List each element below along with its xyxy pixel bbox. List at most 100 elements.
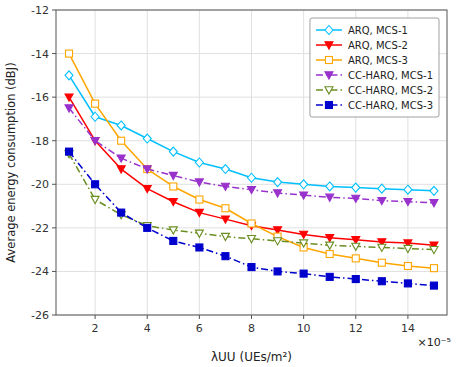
legend-label: CC-HARQ, MCS-3 [348, 100, 433, 111]
grid-line-x [95, 10, 96, 315]
x-axis-label: λUU (UEs/m²) [211, 350, 292, 364]
point [430, 246, 438, 253]
point [404, 185, 412, 194]
series-line [69, 54, 434, 269]
tick-label-y: -16 [31, 91, 49, 104]
plot-frame [56, 10, 447, 315]
tick-x [147, 315, 148, 319]
tick-x [199, 315, 200, 319]
point [195, 230, 203, 237]
legend-label: CC-HARQ, MCS-1 [348, 70, 433, 81]
data [65, 50, 438, 289]
tick-label-x: 4 [144, 322, 151, 335]
point [352, 195, 360, 202]
axes: -26-24-22-20-18-16-14-122468101214 [31, 4, 415, 335]
point [66, 148, 73, 155]
point [430, 282, 437, 289]
point [169, 199, 177, 206]
tick-y [52, 97, 56, 98]
point [378, 184, 386, 193]
point [222, 253, 229, 260]
point [196, 244, 203, 251]
grid-line-x [303, 10, 304, 315]
tick-x [407, 315, 408, 319]
point [143, 134, 151, 143]
series-line [69, 75, 434, 190]
legend-marker [325, 57, 332, 64]
point [378, 259, 385, 266]
point [326, 273, 333, 280]
series [65, 151, 438, 254]
point [248, 264, 255, 271]
legend-label: ARQ, MCS-3 [348, 55, 408, 66]
point [92, 181, 99, 188]
point [221, 183, 229, 190]
point [143, 166, 151, 173]
point [404, 245, 412, 252]
point [170, 237, 177, 244]
legend-label: ARQ, MCS-2 [348, 40, 408, 51]
point [169, 147, 177, 156]
tick-label-x: 2 [92, 322, 99, 335]
tick-x [251, 315, 252, 319]
point [195, 158, 203, 167]
tick-label-y: -18 [31, 135, 49, 148]
point [92, 100, 99, 107]
point [430, 186, 438, 195]
series [66, 148, 438, 289]
point [222, 205, 229, 212]
tick-label-y: -12 [31, 4, 49, 17]
tick-label-x: 6 [196, 322, 203, 335]
series-line [69, 154, 434, 250]
point [274, 178, 282, 187]
point [352, 255, 359, 262]
point [352, 276, 359, 283]
tick-label-x: 12 [349, 322, 363, 335]
point [91, 112, 99, 121]
series-line [69, 97, 434, 245]
grid-line-x [147, 10, 148, 315]
annotation: ×10⁻⁵ [418, 336, 451, 349]
tick-y [52, 227, 56, 228]
y-axis-label: Average energy consumption (dBJ) [4, 62, 18, 262]
point [404, 262, 411, 269]
point [91, 138, 99, 145]
point [274, 190, 282, 197]
point [221, 165, 229, 174]
legend-marker [325, 72, 333, 79]
series-line [69, 152, 434, 286]
point [65, 71, 73, 80]
point [117, 166, 125, 173]
point [195, 179, 203, 186]
point [326, 194, 334, 201]
point [91, 196, 99, 203]
tick-label-y: -24 [31, 265, 49, 278]
series [65, 105, 438, 207]
point [404, 280, 411, 287]
point [300, 180, 308, 189]
point [326, 234, 334, 241]
legend: ARQ, MCS-1ARQ, MCS-2ARQ, MCS-3CC-HARQ, M… [310, 18, 439, 117]
legend-marker [325, 102, 332, 109]
point [274, 238, 282, 245]
legend-marker [325, 87, 333, 94]
point [378, 278, 385, 285]
tick-label-x: 10 [297, 322, 311, 335]
tick-label-y: -22 [31, 222, 49, 235]
point [352, 243, 360, 250]
legend-marker [325, 26, 333, 35]
tick-label-y: -14 [31, 48, 49, 61]
point [300, 231, 308, 238]
series [65, 71, 438, 195]
tick-y [52, 271, 56, 272]
point [144, 166, 151, 173]
point [248, 220, 255, 227]
tick-y [52, 53, 56, 54]
point [248, 236, 256, 243]
point [326, 242, 334, 249]
point [248, 173, 256, 182]
point [170, 183, 177, 190]
point [143, 185, 151, 192]
plot-area [56, 10, 447, 315]
tick-x [355, 315, 356, 319]
